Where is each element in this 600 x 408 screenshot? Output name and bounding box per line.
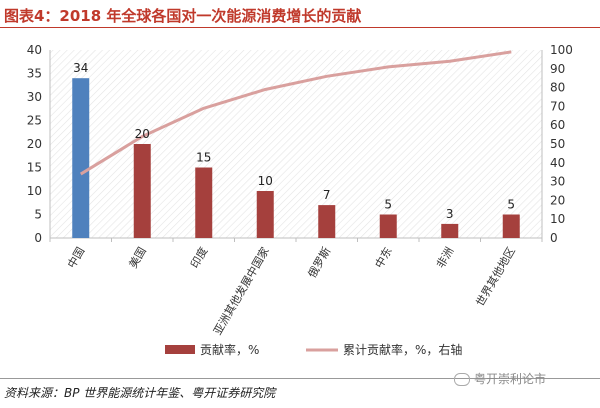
bar — [72, 78, 90, 238]
right-axis-tick-label: 40 — [550, 156, 565, 170]
right-axis-tick-label: 80 — [550, 81, 565, 95]
x-axis-category-label: 世界其他地区 — [474, 245, 518, 309]
x-axis-category-label: 亚洲其他发展中国家 — [210, 245, 272, 338]
line-series — [79, 50, 512, 176]
legend-swatch-bar — [165, 345, 195, 354]
cumulative-line — [79, 50, 512, 176]
right-axis-tick-label: 60 — [550, 118, 565, 132]
bar-data-label: 10 — [258, 174, 273, 188]
right-axis-tick-label: 10 — [550, 212, 565, 226]
source-divider — [0, 378, 600, 379]
x-axis-labels: 中国 美国 印度 亚洲其他发展中国家 俄罗斯 中东 非洲 世界其他地区 — [65, 245, 518, 338]
bar — [195, 167, 213, 238]
x-axis-category-label: 中国 — [65, 245, 87, 271]
plot-area-background — [50, 50, 542, 238]
left-axis-tick-label: 10 — [27, 184, 42, 198]
legend-label-bar: 贡献率，% — [200, 342, 259, 357]
left-axis-tick-label: 30 — [27, 90, 42, 104]
data-labels: 34 20 15 10 7 5 3 5 — [73, 61, 515, 221]
bar-data-label: 34 — [73, 61, 88, 75]
bar — [379, 214, 397, 238]
bar-data-label: 5 — [384, 198, 392, 212]
watermark: 粤开崇利论市 — [454, 370, 546, 387]
title-bar: 图表4：2018 年全球各国对一次能源消费增长的贡献 — [0, 0, 600, 28]
left-axis-tick-label: 0 — [34, 231, 42, 245]
bar-data-label: 5 — [507, 198, 515, 212]
left-axis-tick-label: 15 — [27, 161, 42, 175]
x-axis-category-label: 非洲 — [434, 245, 456, 271]
right-axis-tick-label: 50 — [550, 137, 565, 151]
watermark-text: 粤开崇利论市 — [474, 372, 547, 386]
left-axis-tick-label: 35 — [27, 67, 42, 81]
right-axis-tick-label: 30 — [550, 175, 565, 189]
bar-data-label: 3 — [446, 207, 454, 221]
right-axis: 0 10 20 30 40 50 60 70 80 90 100 — [541, 43, 573, 245]
x-axis-category-label: 美国 — [127, 245, 149, 271]
right-axis-tick-label: 100 — [550, 43, 573, 57]
legend-label-line: 累计贡献率，%，右轴 — [343, 342, 462, 357]
right-axis-tick-label: 20 — [550, 193, 565, 207]
title-divider — [0, 27, 600, 28]
left-axis-tick-label: 5 — [34, 208, 42, 222]
wechat-icon — [454, 373, 470, 386]
bar-data-label: 7 — [323, 188, 331, 202]
left-axis-tick-label: 40 — [27, 43, 42, 57]
legend: 贡献率，% 累计贡献率，%，右轴 — [165, 342, 462, 357]
bar — [133, 144, 151, 238]
x-axis-category-label: 俄罗斯 — [306, 245, 334, 280]
bar — [502, 214, 520, 238]
right-axis-tick-label: 70 — [550, 99, 565, 113]
left-axis-tick-label: 25 — [27, 114, 42, 128]
right-axis-tick-label: 90 — [550, 62, 565, 76]
chart-title: 图表4：2018 年全球各国对一次能源消费增长的贡献 — [4, 7, 362, 25]
bar — [441, 223, 459, 238]
x-axis-category-label: 印度 — [187, 245, 210, 271]
bar-data-label: 20 — [135, 127, 150, 141]
bar — [256, 191, 274, 238]
bar-data-label: 15 — [196, 151, 211, 165]
bar-series — [72, 78, 520, 238]
source-note: 资料来源：BP 世界能源统计年鉴、粤开证券研究院 — [4, 386, 276, 400]
x-axis-category-label: 中东 — [373, 245, 395, 271]
right-axis-tick-label: 0 — [550, 231, 558, 245]
left-axis-tick-label: 20 — [27, 137, 42, 151]
bar — [318, 205, 336, 238]
